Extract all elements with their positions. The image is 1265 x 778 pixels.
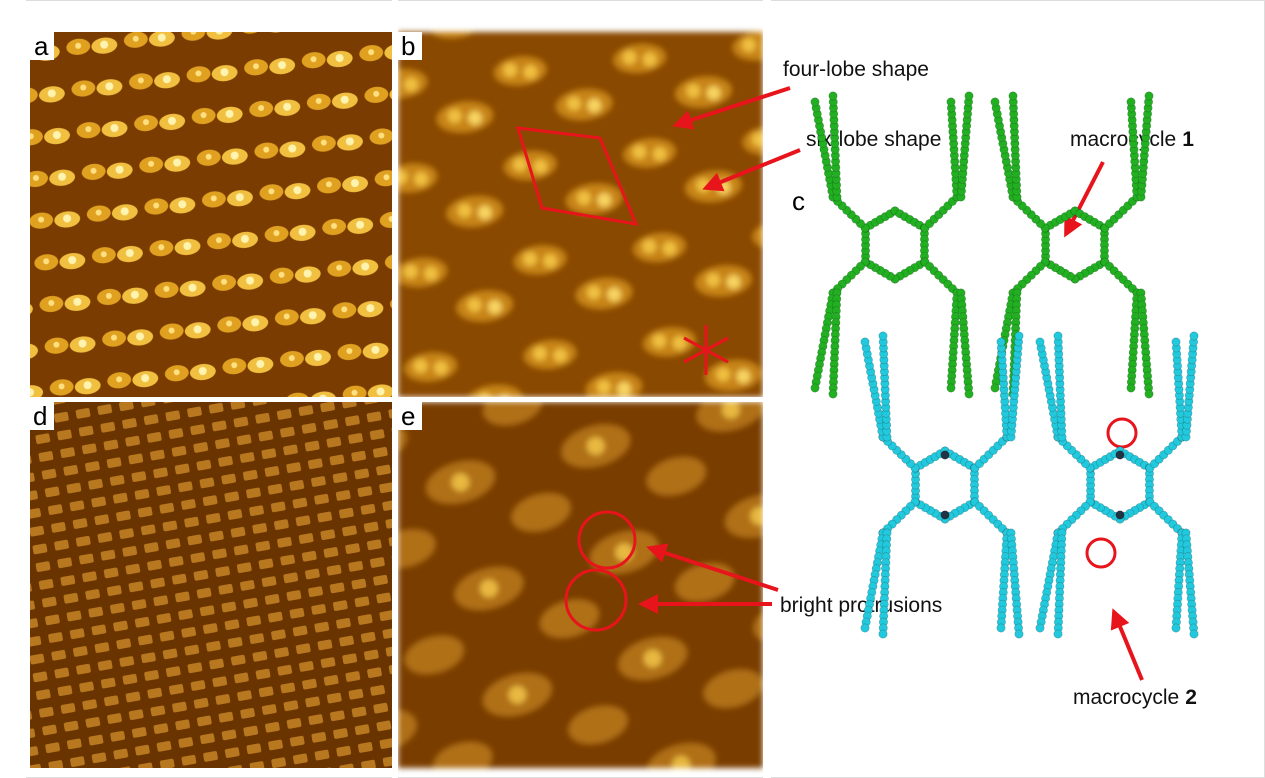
panel-label: d [33, 401, 47, 431]
atom [941, 511, 949, 519]
atom [1116, 511, 1124, 519]
atom [1116, 451, 1124, 459]
atom [829, 92, 837, 100]
annotation-number: 2 [1185, 686, 1197, 709]
panel-label: b [401, 31, 415, 61]
annotation-text: macrocycle [1073, 686, 1179, 709]
atom [861, 338, 869, 346]
atom [1054, 630, 1062, 638]
atom [997, 338, 1005, 346]
annotation: macrocycle 2 [1073, 686, 1197, 709]
atom [965, 92, 973, 100]
annotation-number: 1 [1182, 128, 1194, 151]
atom [861, 624, 869, 632]
atom [811, 384, 819, 392]
atom [811, 98, 819, 106]
stm-image-d [30, 402, 392, 768]
atom [1127, 98, 1135, 106]
atom [1009, 92, 1017, 100]
atom [1190, 630, 1198, 638]
panel-label: e [401, 401, 415, 431]
stm-image-e [398, 402, 763, 768]
annotation: four-lobe shape [783, 58, 929, 81]
atom [879, 630, 887, 638]
annotation: bright protrusions [780, 594, 942, 617]
gutter [0, 397, 770, 402]
atom [991, 98, 999, 106]
stm-image-a [30, 32, 392, 397]
atom [829, 390, 837, 398]
gutter [763, 0, 771, 778]
annotation-text: macrocycle [1070, 128, 1176, 151]
atom [1054, 332, 1062, 340]
atom [1172, 624, 1180, 632]
atom [1015, 630, 1023, 638]
atom [991, 384, 999, 392]
atom [879, 332, 887, 340]
atom [1036, 624, 1044, 632]
panel-label: a [34, 31, 49, 61]
atom [947, 98, 955, 106]
atom [1015, 332, 1023, 340]
atom [1036, 338, 1044, 346]
atom [947, 384, 955, 392]
arrow [1114, 612, 1142, 680]
atom [1145, 92, 1153, 100]
margin [0, 0, 26, 778]
atom [1190, 332, 1198, 340]
panel-label: c [792, 186, 805, 216]
figure: a b d e c four-lobe shape six-lobe shape… [0, 0, 1265, 778]
gutter [392, 0, 398, 778]
atom [1145, 390, 1153, 398]
atom [965, 390, 973, 398]
atom [997, 624, 1005, 632]
atom [941, 451, 949, 459]
atom [1172, 338, 1180, 346]
atom [1127, 384, 1135, 392]
molecule-models [811, 92, 1198, 638]
